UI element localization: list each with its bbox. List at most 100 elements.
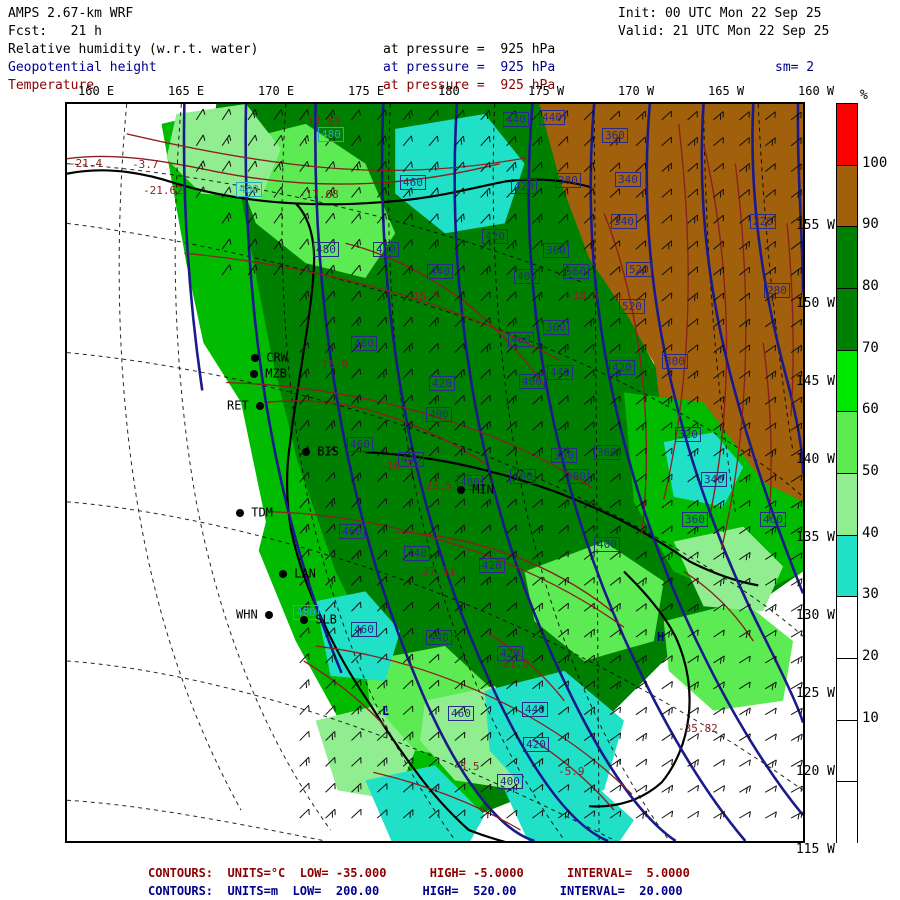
wind-barb-feather xyxy=(385,394,388,401)
wind-barb-shaft xyxy=(454,343,465,353)
wind-barb-feather xyxy=(671,810,674,818)
wind-barb-feather xyxy=(305,293,307,300)
temperature-label: -23.5 xyxy=(419,479,453,492)
wind-barb-feather xyxy=(745,709,748,716)
wind-barb-feather xyxy=(797,813,800,820)
wind-barb-feather xyxy=(307,575,310,582)
wind-barb-feather xyxy=(333,368,336,375)
wind-barb-feather xyxy=(305,526,308,533)
station-marker-ret[interactable]: RET xyxy=(227,398,264,413)
wind-barb-feather xyxy=(307,472,310,479)
wind-barb-shaft xyxy=(532,602,543,612)
wind-barb-shaft xyxy=(325,471,335,483)
colorbar[interactable] xyxy=(836,103,858,844)
wind-barb-shaft xyxy=(635,395,647,405)
wind-barb-feather xyxy=(671,733,674,740)
colorbar-band-1 xyxy=(837,165,857,228)
contour-label: 460 xyxy=(347,437,373,452)
wind-barb-shaft xyxy=(325,782,336,793)
wind-barb-shaft xyxy=(454,291,465,302)
wind-barb-shaft xyxy=(299,135,308,147)
wind-barb-shaft xyxy=(454,498,465,509)
wind-barb-feather xyxy=(306,109,310,116)
wind-barb-shaft xyxy=(661,551,673,560)
wind-barb-feather xyxy=(304,138,307,145)
wind-barb-shaft xyxy=(661,707,673,716)
wind-barb-shaft xyxy=(506,472,517,483)
wind-barb-feather xyxy=(463,187,465,194)
wind-barb-shaft xyxy=(480,757,492,767)
wind-barb-shaft xyxy=(764,344,776,354)
wind-barb-shaft xyxy=(764,318,776,328)
wind-barb-shaft xyxy=(739,759,751,767)
wind-barb-feather xyxy=(437,265,439,272)
wind-barb-shaft xyxy=(402,472,413,483)
colorbar-band-10 xyxy=(837,720,857,783)
wind-barb-shaft xyxy=(687,421,699,431)
station-marker-lan[interactable]: LAN xyxy=(279,566,316,581)
wind-barb-feather xyxy=(359,498,362,505)
station-marker-min[interactable]: MIN xyxy=(457,482,494,497)
wind-barb-shaft xyxy=(247,238,256,250)
wind-barb-feather xyxy=(333,342,336,349)
wind-barb-shaft xyxy=(454,576,465,586)
wind-barb-shaft xyxy=(713,629,725,638)
wind-barb-shaft xyxy=(558,499,569,509)
wind-barb-feather xyxy=(359,394,362,401)
station-marker-tdm[interactable]: TDM xyxy=(236,505,273,520)
wind-barb-shaft xyxy=(790,344,802,354)
station-marker-bis[interactable]: BIS xyxy=(302,444,339,459)
wind-barb-shaft xyxy=(739,681,751,690)
wind-barb-feather xyxy=(745,476,748,483)
contour-label: 460 xyxy=(339,524,365,539)
wind-barb-feather xyxy=(408,268,411,275)
station-label: TDM xyxy=(244,505,273,520)
wind-barb-shaft xyxy=(454,679,465,690)
wind-barb-shaft xyxy=(609,266,621,276)
station-marker-mzb[interactable]: MZB xyxy=(250,366,287,381)
wind-barb-shaft xyxy=(402,342,413,353)
station-marker-whn[interactable]: WHN xyxy=(236,607,273,622)
wind-barb-shaft xyxy=(635,473,647,483)
wind-barb-feather xyxy=(797,580,800,587)
wind-barb-feather xyxy=(774,630,777,637)
wind-barb-feather xyxy=(252,189,256,196)
wind-barb-shaft xyxy=(764,759,777,767)
wind-barb-shaft xyxy=(609,447,621,457)
header-field-temperature-pressure: at pressure = 925 hPa xyxy=(383,78,556,93)
wind-barb-feather xyxy=(228,186,232,193)
header-field-humidity: Relative humidity (w.r.t. water) xyxy=(8,42,259,57)
weather-map[interactable]: 480 440 440 360 480 460 420 380 340 220 480 460 360 3… xyxy=(65,102,805,843)
wind-barb-feather xyxy=(385,213,387,220)
wind-barb-shaft xyxy=(661,784,673,793)
wind-barb-shaft xyxy=(558,524,569,535)
wind-barb-feather xyxy=(356,164,359,171)
wind-barb-shaft xyxy=(454,135,464,147)
wind-barb-shaft xyxy=(661,266,672,276)
wind-barb-shaft xyxy=(428,446,439,457)
wind-barb-shaft xyxy=(299,109,308,121)
wind-barb-feather xyxy=(333,213,336,220)
wind-barb-feather xyxy=(202,186,206,193)
pressure-center-h: H xyxy=(657,630,665,644)
wind-barb-shaft xyxy=(687,396,699,405)
wind-barb-shaft xyxy=(325,264,335,276)
wind-barb-feather xyxy=(358,109,361,116)
wind-barb-shaft xyxy=(506,628,517,638)
wind-barb-feather xyxy=(774,656,777,663)
wind-barb-shaft xyxy=(299,601,309,612)
wind-barb-shaft xyxy=(325,368,335,379)
wind-barb-feather xyxy=(356,241,359,249)
wind-barb-feather xyxy=(411,291,413,298)
wind-barb-feather xyxy=(514,136,517,143)
wind-barb-shaft xyxy=(532,654,543,664)
wind-barb-shaft xyxy=(325,186,334,198)
wind-barb-feather xyxy=(280,109,284,116)
station-marker-slb[interactable]: SLB xyxy=(300,612,337,627)
wind-barb-shaft xyxy=(299,342,309,353)
station-marker-crw[interactable]: CRW xyxy=(251,350,288,365)
wind-barb-feather xyxy=(333,290,336,297)
wind-barb-shaft xyxy=(661,732,673,741)
wind-barb-shaft xyxy=(713,811,725,819)
temperature-label: -3.7 xyxy=(132,158,159,171)
